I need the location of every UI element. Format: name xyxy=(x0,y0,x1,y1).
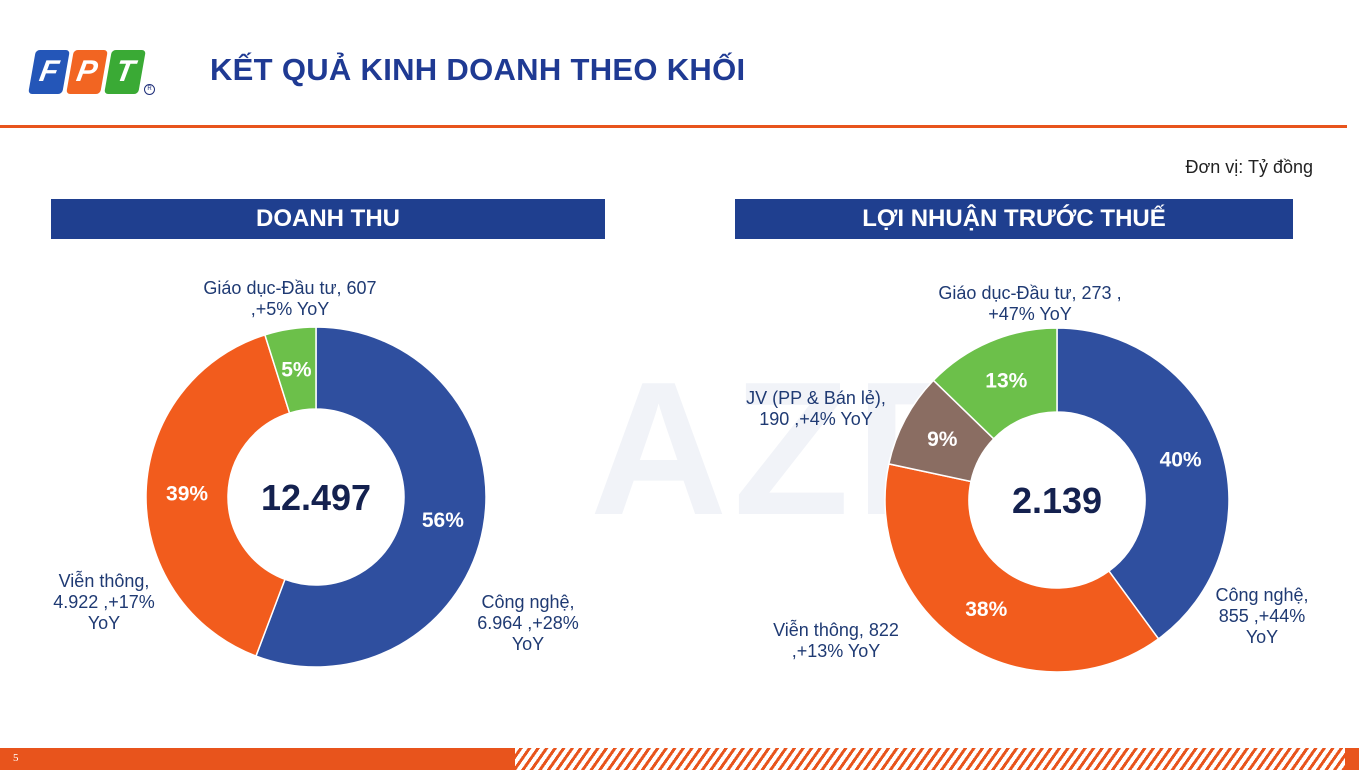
category-label-1-2-0: JV (PP & Bán lẻ), xyxy=(746,388,886,408)
fpt-logo: F P T R xyxy=(28,50,155,100)
percent-label-1-0: 40% xyxy=(1160,449,1202,472)
category-label-1-3-1: +47% YoY xyxy=(988,304,1072,324)
category-label-1-0-1: 855 ,+44% xyxy=(1219,606,1306,626)
footer-hatch xyxy=(515,748,1345,770)
center-total-0: 12.497 xyxy=(261,477,371,518)
percent-label-1-2: 9% xyxy=(927,428,958,451)
category-label-1-3-0: Giáo dục-Đầu tư, 273 , xyxy=(938,283,1121,303)
donut-slice-0-1 xyxy=(145,333,291,658)
donut-slice-0-2 xyxy=(263,326,317,415)
donut-slice-1-1 xyxy=(884,463,1160,673)
unit-note: Đơn vị: Tỷ đồng xyxy=(1185,157,1313,177)
category-label-1-2-1: 190 ,+4% YoY xyxy=(759,409,873,429)
center-total-1: 2.139 xyxy=(1012,480,1102,521)
title-rule xyxy=(0,125,1347,128)
page-title: KẾT QUẢ KINH DOANH THEO KHỐI xyxy=(210,52,746,87)
category-label-1-1-1: ,+13% YoY xyxy=(792,641,881,661)
donut-slice-1-0 xyxy=(1056,327,1230,640)
percent-label-0-0: 56% xyxy=(422,509,464,532)
section-header-revenue: DOANH THU xyxy=(51,199,605,239)
percent-label-0-1: 39% xyxy=(166,482,208,505)
category-label-0-1-0: Viễn thông, xyxy=(59,570,150,591)
section-header-profit: LỢI NHUẬN TRƯỚC THUẾ xyxy=(735,199,1293,239)
percent-label-1-3: 13% xyxy=(985,369,1027,392)
category-label-0-0-0: Công nghệ, xyxy=(481,592,574,612)
category-label-1-0-2: YoY xyxy=(1246,627,1278,647)
percent-label-0-2: 5% xyxy=(281,358,312,381)
category-label-0-0-2: YoY xyxy=(512,634,544,654)
donut-slice-1-3 xyxy=(932,327,1058,440)
category-label-0-1-2: YoY xyxy=(88,613,120,633)
category-label-1-0-0: Công nghệ, xyxy=(1215,585,1308,605)
category-label-0-2-0: Giáo dục-Đầu tư, 607 xyxy=(203,278,376,298)
donut-slice-0-0 xyxy=(255,326,487,668)
percent-label-1-1: 38% xyxy=(965,598,1007,621)
registered-icon: R xyxy=(144,84,155,95)
category-label-0-2-1: ,+5% YoY xyxy=(251,299,330,319)
page-number: 5 xyxy=(13,752,19,764)
category-label-1-1-0: Viễn thông, 822 xyxy=(773,619,899,640)
category-label-0-0-1: 6.964 ,+28% xyxy=(477,613,579,633)
category-label-0-1-1: 4.922 ,+17% xyxy=(53,592,155,612)
